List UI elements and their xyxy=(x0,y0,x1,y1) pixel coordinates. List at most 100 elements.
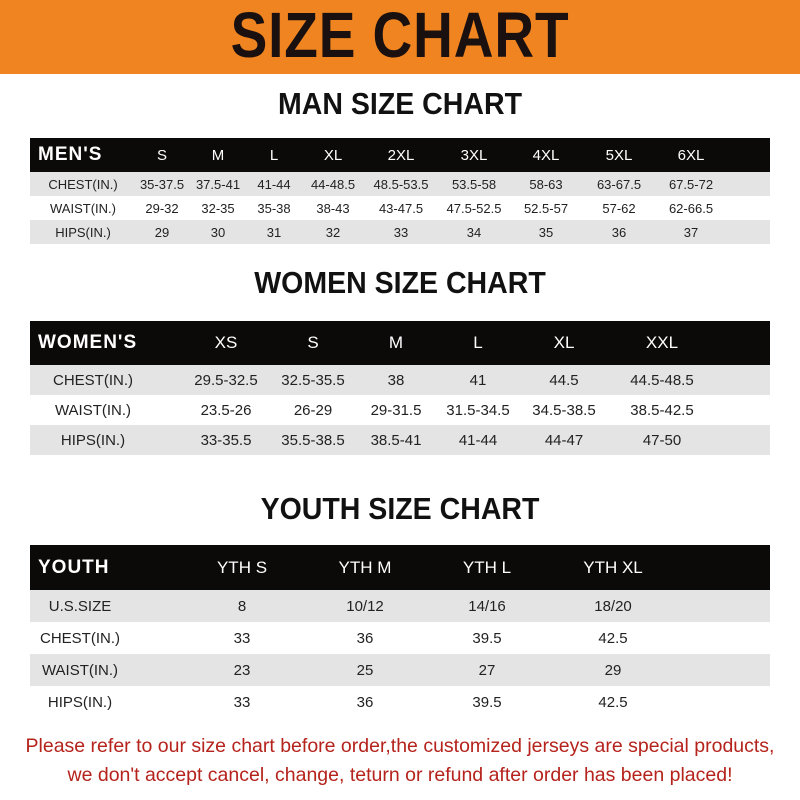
table-cell: 35-37.5 xyxy=(139,176,185,192)
table-cell: 18/20 xyxy=(594,597,632,615)
youth-header-row: YOUTH YTH S YTH M YTH L YTH XL xyxy=(30,545,770,590)
table-cell: 44-48.5 xyxy=(310,176,356,192)
size-header: XS xyxy=(214,333,238,352)
women-section-title: WOMEN SIZE CHART xyxy=(254,265,546,300)
size-header: M xyxy=(211,146,225,164)
size-header: 4XL xyxy=(532,146,560,164)
table-cell: 35 xyxy=(538,224,554,240)
table-cell: 23.5-26 xyxy=(200,401,252,419)
table-cell: 53.5-58 xyxy=(451,176,497,192)
table-cell: 42.5 xyxy=(598,693,628,711)
table-cell: 29-32 xyxy=(145,200,179,216)
table-cell: 29.5-32.5 xyxy=(194,371,258,389)
table-cell: 47.5-52.5 xyxy=(446,200,502,216)
table-cell: 41-44 xyxy=(257,176,291,192)
size-header: S xyxy=(156,146,168,164)
table-cell: 32.5-35.5 xyxy=(281,371,345,389)
size-header: L xyxy=(473,333,483,352)
table-cell: 44-47 xyxy=(544,431,584,449)
women-header-row: WOMEN'S XS S M L XL XXL xyxy=(30,321,770,365)
men-section-title: MAN SIZE CHART xyxy=(277,86,523,121)
table-row: HIPS(IN.) 29 30 31 32 33 34 35 36 37 xyxy=(30,220,770,244)
table-cell: 29 xyxy=(154,224,170,240)
table-cell: 33 xyxy=(233,629,251,647)
table-cell: 48.5-53.5 xyxy=(373,176,429,192)
table-cell: 8 xyxy=(237,597,247,615)
size-header: YTH M xyxy=(338,557,392,577)
table-cell: 58-63 xyxy=(529,176,563,192)
table-cell: 63-67.5 xyxy=(596,176,642,192)
table-cell: 38.5-41 xyxy=(370,431,422,449)
table-cell: 37.5-41 xyxy=(195,176,241,192)
table-cell: 36 xyxy=(356,629,374,647)
table-cell: 36 xyxy=(356,693,374,711)
table-cell: 31 xyxy=(266,224,282,240)
size-header: XL xyxy=(553,333,575,352)
size-header: XL xyxy=(323,146,343,164)
table-cell: 31.5-34.5 xyxy=(446,401,510,419)
table-cell: 33 xyxy=(233,693,251,711)
table-cell: 41-44 xyxy=(458,431,498,449)
measure-label: CHEST(IN.) xyxy=(40,629,120,647)
table-cell: 39.5 xyxy=(472,693,502,711)
measure-label: HIPS(IN.) xyxy=(47,693,113,711)
size-header: YTH S xyxy=(216,557,268,577)
title-banner: SIZE CHART xyxy=(0,0,800,74)
measure-label: CHEST(IN.) xyxy=(48,176,118,192)
table-row: CHEST(IN.) 29.5-32.5 32.5-35.5 38 41 44.5 44.5… xyxy=(30,365,770,395)
banner-title: SIZE CHART xyxy=(230,0,570,71)
table-cell: 47-50 xyxy=(642,431,682,449)
table-cell: 34 xyxy=(466,224,482,240)
measure-label: HIPS(IN.) xyxy=(55,224,111,240)
table-cell: 29 xyxy=(604,661,622,679)
table-cell: 26-29 xyxy=(293,401,333,419)
table-cell: 44.5-48.5 xyxy=(630,371,694,389)
size-header: 2XL xyxy=(387,146,415,164)
measure-label: HIPS(IN.) xyxy=(60,431,126,449)
table-label: YOUTH xyxy=(38,556,110,578)
notice-line-2: we don't accept cancel, change, teturn o… xyxy=(67,764,733,786)
size-header: 6XL xyxy=(677,146,705,164)
table-cell: 27 xyxy=(478,661,496,679)
table-cell: 36 xyxy=(611,224,627,240)
table-cell: 37 xyxy=(683,224,699,240)
measure-label: U.S.SIZE xyxy=(48,597,112,615)
table-cell: 29-31.5 xyxy=(370,401,422,419)
table-cell: 30 xyxy=(210,224,226,240)
table-cell: 39.5 xyxy=(472,629,502,647)
measure-label: WAIST(IN.) xyxy=(54,401,132,419)
size-header: 3XL xyxy=(460,146,488,164)
table-cell: 14/16 xyxy=(468,597,506,615)
table-row: HIPS(IN.) 33 36 39.5 42.5 xyxy=(30,686,770,718)
table-row: WAIST(IN.) 23.5-26 26-29 29-31.5 31.5-34.5 34… xyxy=(30,395,770,425)
size-header: XXL xyxy=(645,333,679,352)
table-cell: 41 xyxy=(469,371,487,389)
table-label: MEN'S xyxy=(38,144,103,165)
men-header-row: MEN'S S M L XL 2XL 3XL 4XL 5XL 6XL xyxy=(30,138,770,172)
table-cell: 38 xyxy=(387,371,405,389)
table-row: CHEST(IN.) 33 36 39.5 42.5 xyxy=(30,622,770,654)
table-row: U.S.SIZE 8 10/12 14/16 18/20 xyxy=(30,590,770,622)
notice-line-1: Please refer to our size chart before or… xyxy=(25,735,775,757)
table-cell: 38-43 xyxy=(316,200,350,216)
table-cell: 35-38 xyxy=(257,200,291,216)
table-cell: 42.5 xyxy=(598,629,628,647)
measure-label: WAIST(IN.) xyxy=(50,200,116,216)
size-header: S xyxy=(307,333,319,352)
table-cell: 32-35 xyxy=(201,200,235,216)
table-cell: 25 xyxy=(356,661,374,679)
table-cell: 10/12 xyxy=(346,597,384,615)
size-header: M xyxy=(388,333,404,352)
table-cell: 23 xyxy=(233,661,251,679)
table-label: WOMEN'S xyxy=(38,332,138,353)
table-cell: 44.5 xyxy=(549,371,579,389)
table-cell: 43-47.5 xyxy=(378,200,424,216)
table-cell: 52.5-57 xyxy=(523,200,569,216)
youth-section-title: YOUTH SIZE CHART xyxy=(260,491,540,526)
measure-label: CHEST(IN.) xyxy=(53,371,133,389)
table-row: CHEST(IN.) 35-37.5 37.5-41 41-44 44-48.5 48.5… xyxy=(30,172,770,196)
table-cell: 35.5-38.5 xyxy=(281,431,345,449)
table-row: WAIST(IN.) 29-32 32-35 35-38 38-43 43-47.5 47.… xyxy=(30,196,770,220)
table-cell: 38.5-42.5 xyxy=(630,401,694,419)
size-header: YTH L xyxy=(462,557,512,577)
